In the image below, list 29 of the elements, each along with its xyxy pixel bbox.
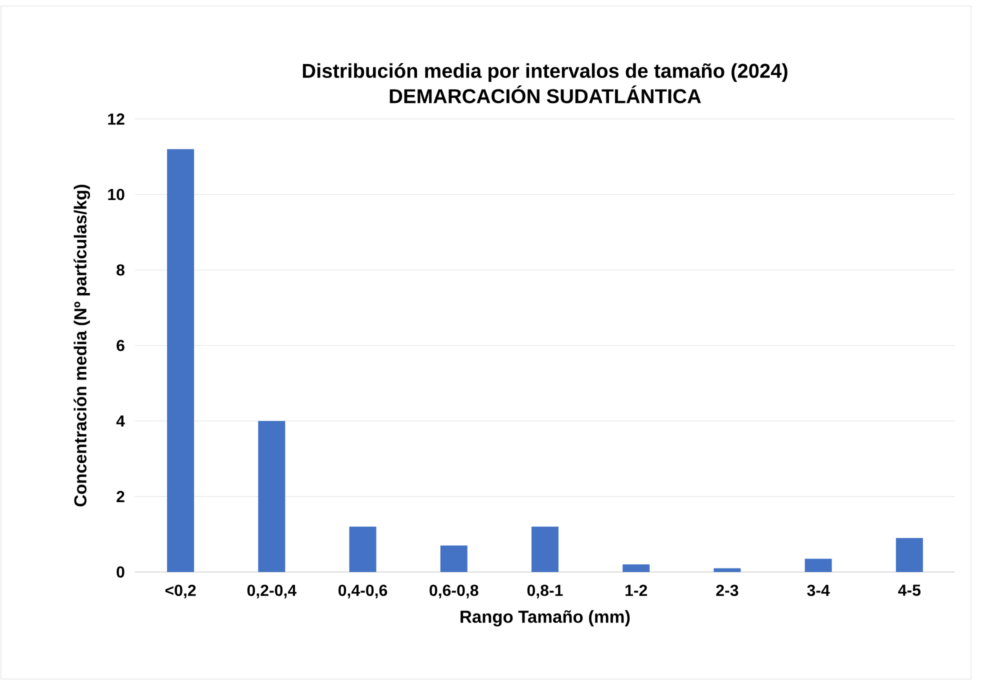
- bar: [896, 538, 923, 572]
- bar: [440, 546, 468, 572]
- x-axis-title: Rango Tamaño (mm): [460, 610, 630, 626]
- x-tick-label: <0,2: [165, 584, 196, 598]
- y-tick-label: 8: [116, 264, 124, 276]
- y-tick-label: 4: [116, 415, 125, 426]
- x-tick-label: 4-5: [898, 584, 921, 596]
- bar: [804, 558, 832, 572]
- x-tick-label: 0,4-0,6: [338, 584, 388, 598]
- x-tick-label: 0,6-0,8: [430, 584, 478, 598]
- y-tick-label: 12: [108, 113, 124, 125]
- y-tick-label: 10: [108, 188, 124, 200]
- bar: [531, 526, 558, 572]
- x-tick-label: 2-3: [716, 584, 738, 596]
- bar: [622, 564, 650, 572]
- chart-subtitle: DEMARCACIÓN SUDATLÁNTICA: [390, 85, 701, 104]
- y-tick-label: 6: [116, 340, 124, 352]
- x-tick-label: 1-2: [626, 584, 648, 596]
- chart-title: Distribución media por intervalos de tamaño (2024): [302, 63, 788, 82]
- bar: [714, 568, 741, 572]
- y-tick-label: 0: [116, 566, 124, 578]
- y-axis-title: Concentración media (Nº partículas/kg): [74, 184, 90, 506]
- y-tick-label: 2: [116, 490, 124, 502]
- bar: [167, 149, 194, 572]
- bar: [258, 420, 286, 572]
- x-tick-label: 0,8-1: [527, 584, 563, 598]
- bar: [349, 526, 376, 572]
- x-tick-label: 0,2-0,4: [247, 584, 296, 598]
- x-tick-label: 3-4: [807, 584, 830, 596]
